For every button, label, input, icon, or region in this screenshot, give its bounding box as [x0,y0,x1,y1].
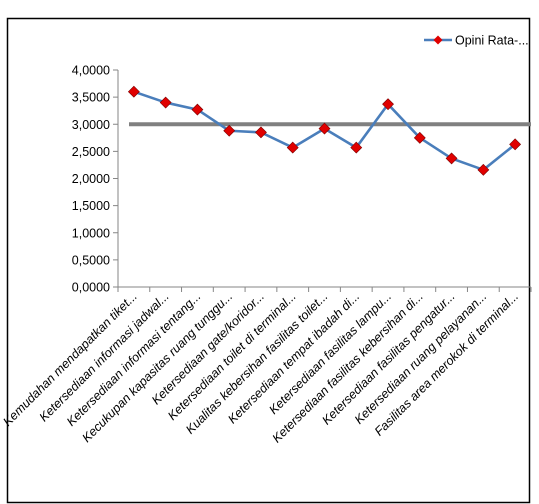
y-tick-label: 0,0000 [72,281,110,295]
y-tick-label: 3,5000 [72,91,110,105]
data-point-marker [159,96,172,109]
y-tick-label: 0,5000 [72,253,110,267]
data-point-marker [191,103,204,116]
y-tick-label: 1,5000 [72,199,110,213]
data-point-marker [509,138,522,151]
legend-label: Opini Rata-... [455,34,529,48]
data-point-marker [255,126,267,139]
y-tick-label: 2,0000 [72,172,110,186]
data-point-marker [318,122,331,135]
legend: Opini Rata-... [424,34,529,48]
y-tick-label: 1,0000 [72,226,110,240]
data-point-marker [350,141,363,154]
legend-marker [433,35,443,45]
y-tick-label: 3,0000 [72,118,110,132]
data-point-marker [477,163,490,176]
y-axis-ticks: 0,0000 0,5000 1,0000 1,5000 2,0000 2,5000 3,00… [72,64,118,295]
y-tick-label: 2,5000 [72,145,110,159]
data-point-marker [223,124,236,137]
chart-border [6,17,531,504]
data-point-marker [445,152,458,165]
data-point-marker [127,85,140,98]
data-point-marker [382,98,394,111]
data-point-marker [286,141,299,154]
data-point-marker [413,131,426,144]
series-layer [127,85,522,176]
y-tick-label: 4,0000 [72,64,110,78]
